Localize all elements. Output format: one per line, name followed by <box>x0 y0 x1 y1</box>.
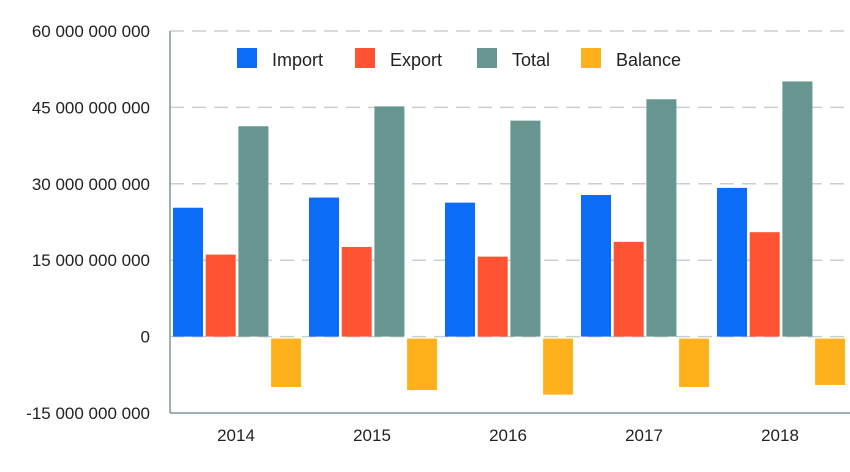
x-tick-label: 2015 <box>353 426 391 445</box>
bar-import-2015 <box>309 197 339 337</box>
bar-export-2017 <box>613 241 644 337</box>
bar-balance-2014 <box>271 338 302 387</box>
x-tick-label: 2018 <box>761 426 799 445</box>
legend-swatch-balance <box>581 48 601 68</box>
legend-label-balance: Balance <box>616 50 681 70</box>
x-tick-label: 2014 <box>217 426 255 445</box>
bar-export-2014 <box>205 254 236 337</box>
y-tick-labels: 60 000 000 000 45 000 000 000 30 000 000 0… <box>26 22 150 423</box>
x-tick-labels: 2014 2015 2016 2017 2018 <box>217 426 799 445</box>
bar-balance-2015 <box>407 338 438 391</box>
bar-total-2016 <box>510 120 541 337</box>
legend-swatch-total <box>477 48 497 68</box>
bar-total-2015 <box>374 106 405 337</box>
bar-total-2014 <box>238 126 269 337</box>
y-tick-label: 15 000 000 000 <box>32 251 150 270</box>
gridlines <box>170 30 850 338</box>
bar-balance-2018 <box>815 338 846 385</box>
legend-swatch-export <box>355 48 375 68</box>
x-tick-label: 2016 <box>489 426 527 445</box>
bar-import-2016 <box>445 202 475 337</box>
bar-import-2018 <box>717 187 747 337</box>
bars <box>173 81 846 395</box>
y-tick-label: 60 000 000 000 <box>32 22 150 41</box>
legend-label-import: Import <box>272 50 323 70</box>
legend-swatch-import <box>237 48 257 68</box>
bar-export-2018 <box>749 232 780 337</box>
x-tick-label: 2017 <box>625 426 663 445</box>
bar-total-2017 <box>646 99 677 337</box>
bar-export-2015 <box>341 246 372 337</box>
legend-label-total: Total <box>512 50 550 70</box>
bar-export-2016 <box>477 256 508 337</box>
bar-import-2017 <box>581 195 611 337</box>
legend: Import Export Total Balance <box>237 48 681 70</box>
bar-balance-2016 <box>543 338 574 395</box>
y-tick-label: -15 000 000 000 <box>26 404 150 423</box>
legend-label-export: Export <box>390 50 442 70</box>
bar-balance-2017 <box>679 338 710 387</box>
bar-total-2018 <box>782 81 813 337</box>
y-tick-label: 0 <box>141 328 150 347</box>
y-tick-label: 45 000 000 000 <box>32 98 150 117</box>
bar-import-2014 <box>173 207 203 337</box>
y-tick-label: 30 000 000 000 <box>32 175 150 194</box>
